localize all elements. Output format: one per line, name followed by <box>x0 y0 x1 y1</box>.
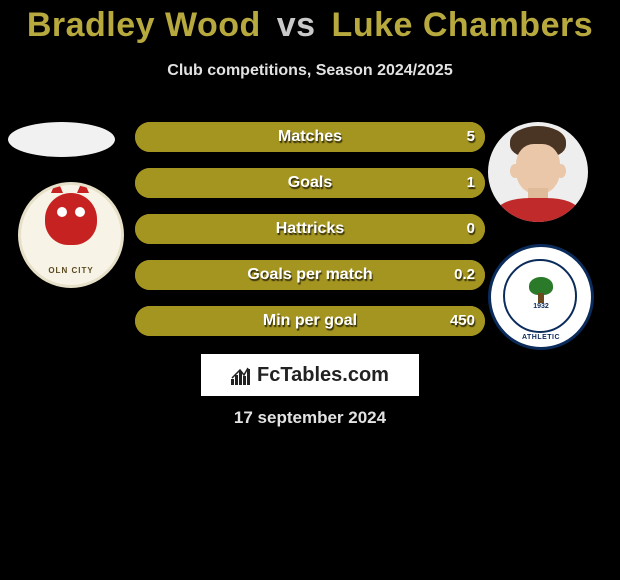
crest-trunk <box>538 293 544 303</box>
stat-right-value: 5 <box>467 122 475 152</box>
stats-list: Matches5Goals1Hattricks0Goals per match0… <box>135 122 485 352</box>
chart-icon <box>231 367 253 385</box>
stat-label: Goals <box>135 168 485 198</box>
stat-row: Matches5 <box>135 122 485 152</box>
stat-label: Min per goal <box>135 306 485 336</box>
player1-avatar <box>8 122 115 157</box>
stat-row: Hattricks0 <box>135 214 485 244</box>
stat-label: Goals per match <box>135 260 485 290</box>
right-column: 1932 ATHLETIC <box>488 122 598 350</box>
watermark-text: FcTables.com <box>257 364 389 386</box>
left-column: OLN CITY <box>8 122 123 288</box>
comparison-card: Bradley Wood vs Luke Chambers Club compe… <box>0 0 620 580</box>
date: 17 september 2024 <box>0 408 620 428</box>
avatar-shirt <box>498 198 578 222</box>
crest-decoration <box>51 182 63 193</box>
avatar-face <box>516 144 560 194</box>
crest-decoration <box>77 182 89 193</box>
stat-label: Hattricks <box>135 214 485 244</box>
title-player2: Luke Chambers <box>332 6 594 44</box>
stat-row: Goals per match0.2 <box>135 260 485 290</box>
stat-row: Goals1 <box>135 168 485 198</box>
stat-right-value: 1 <box>467 168 475 198</box>
player2-club-crest: 1932 ATHLETIC <box>488 244 594 350</box>
stat-right-value: 450 <box>450 306 475 336</box>
subtitle: Club competitions, Season 2024/2025 <box>0 62 620 80</box>
player2-avatar <box>488 122 588 222</box>
crest-year: 1932 <box>491 303 591 310</box>
title-player1: Bradley Wood <box>27 6 261 44</box>
stat-label: Matches <box>135 122 485 152</box>
title-vs: vs <box>277 6 316 44</box>
page-title: Bradley Wood vs Luke Chambers <box>0 6 620 45</box>
stat-right-value: 0 <box>467 214 475 244</box>
stat-row: Min per goal450 <box>135 306 485 336</box>
crest-figure <box>45 193 97 245</box>
crest-text: OLN CITY <box>21 266 121 275</box>
player1-club-crest: OLN CITY <box>18 182 124 288</box>
stat-right-value: 0.2 <box>454 260 475 290</box>
crest-text-bottom: ATHLETIC <box>491 334 591 341</box>
watermark: FcTables.com <box>201 354 419 396</box>
